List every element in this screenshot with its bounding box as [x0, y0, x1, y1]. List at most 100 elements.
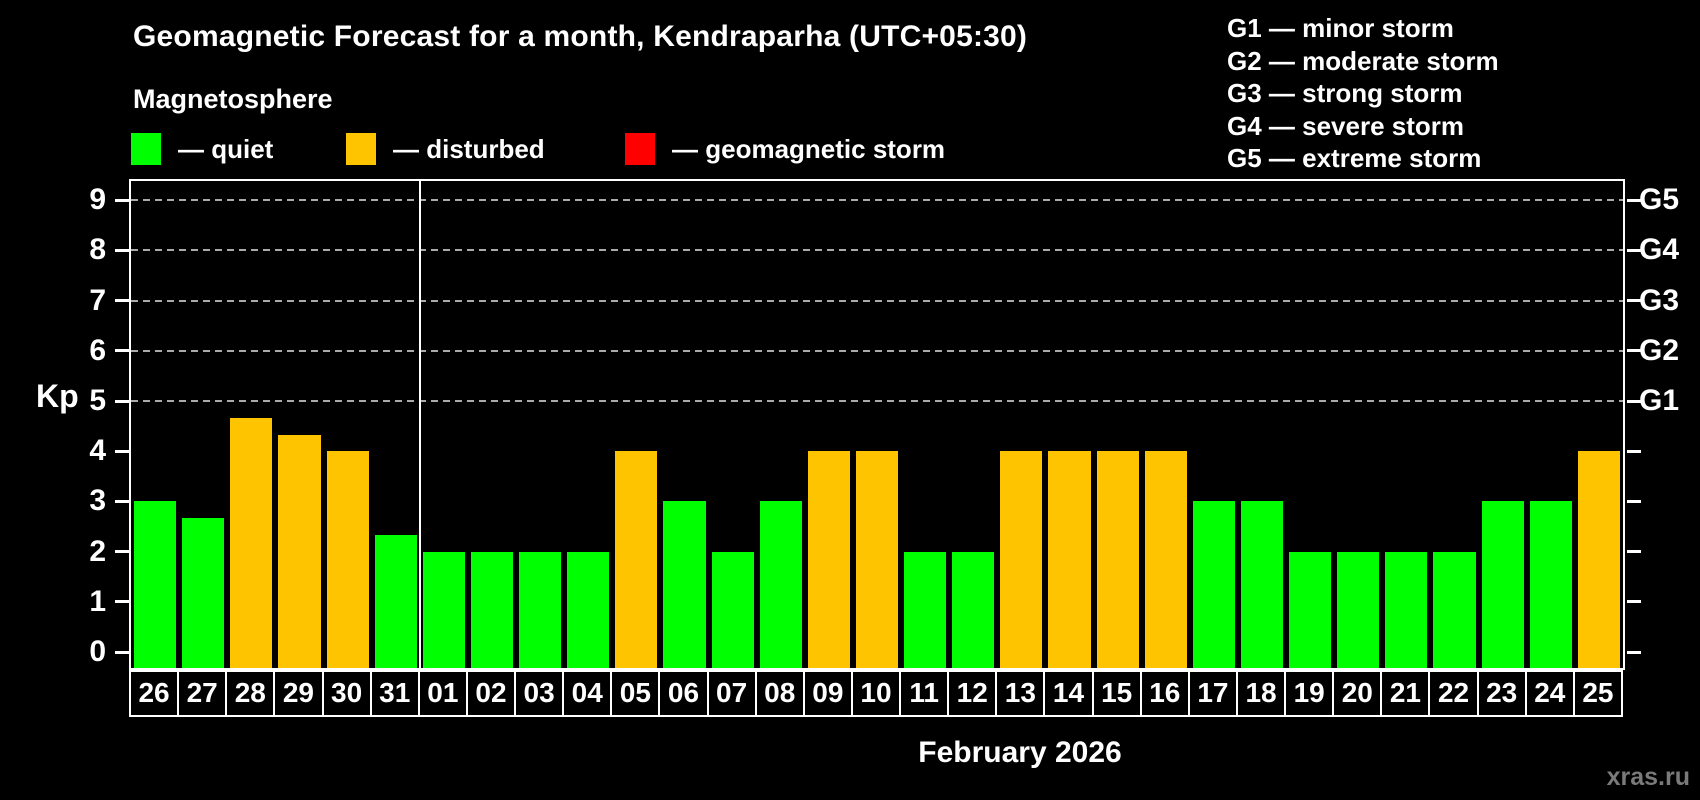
y-tick-right-3	[1627, 499, 1641, 503]
day-label-01: 01	[417, 670, 468, 717]
legend-item-disturbed: — disturbed	[346, 132, 545, 166]
storm-label: — geomagnetic storm	[672, 133, 946, 164]
kp-bar-09	[807, 451, 850, 668]
day-label-30: 30	[321, 670, 372, 717]
day-label-26: 26	[129, 670, 180, 717]
g2-legend-line: G2 — moderate storm	[1227, 45, 1499, 76]
g-scale-label-g1: G1	[1639, 384, 1680, 417]
y-tick-label-2: 2	[89, 534, 106, 568]
x-axis-title: February 2026	[918, 736, 1122, 769]
day-label-27: 27	[177, 670, 228, 717]
legend-item-storm: — geomagnetic storm	[625, 132, 945, 166]
kp-bar-23	[1481, 501, 1524, 668]
y-tick-left-2	[115, 550, 129, 554]
kp-bar-16	[1144, 451, 1187, 668]
day-label-04: 04	[562, 670, 613, 717]
day-label-18: 18	[1235, 670, 1287, 717]
kp-bar-03	[519, 551, 562, 668]
kp-bar-10	[855, 451, 899, 668]
y-tick-left-1	[115, 600, 129, 604]
y-tick-right-6	[1627, 349, 1641, 353]
chart-subtitle: Magnetosphere	[133, 84, 333, 114]
chart-title: Geomagnetic Forecast for a month, Kendra…	[133, 20, 1028, 53]
forecast-divider-line	[418, 181, 421, 668]
kp-bar-14	[1048, 451, 1091, 668]
y-tick-right-0	[1627, 650, 1641, 654]
y-tick-label-5: 5	[89, 384, 106, 417]
plot-area	[115, 179, 1641, 670]
day-label-16: 16	[1139, 670, 1190, 717]
day-label-24: 24	[1524, 670, 1575, 717]
y-tick-left-7	[115, 299, 129, 303]
y-tick-label-7: 7	[89, 283, 106, 317]
kp-bar-01	[422, 551, 465, 668]
kp-bar-17	[1192, 501, 1235, 668]
y-tick-label-3: 3	[89, 484, 106, 518]
gridline-kp-8	[131, 249, 1623, 252]
gridline-kp-9	[131, 199, 1623, 202]
day-label-05: 05	[610, 670, 661, 717]
y-tick-right-9	[1627, 198, 1641, 202]
g-scale-label-g5: G5	[1639, 183, 1680, 217]
day-label-29: 29	[273, 670, 324, 717]
gridline-kp-6	[131, 349, 1623, 352]
day-label-13: 13	[995, 670, 1046, 717]
y-tick-label-9: 9	[89, 183, 106, 217]
kp-bar-26	[134, 501, 177, 668]
kp-bar-06	[663, 501, 706, 668]
quiet-label: — quiet	[178, 133, 274, 164]
day-label-23: 23	[1476, 670, 1527, 717]
kp-bar-28	[230, 417, 273, 668]
kp-bar-05	[615, 451, 658, 668]
day-label-12: 12	[947, 670, 998, 717]
g-scale-label-g3: G3	[1639, 283, 1680, 317]
kp-bar-15	[1096, 451, 1139, 668]
y-tick-right-1	[1627, 600, 1641, 604]
day-label-25: 25	[1572, 670, 1623, 717]
day-label-10: 10	[850, 670, 902, 717]
y-axis-title: Kp	[36, 378, 79, 414]
y-tick-left-4	[115, 449, 129, 453]
y-tick-right-8	[1627, 248, 1641, 252]
gridline-kp-5	[131, 400, 1623, 402]
kp-bar-30	[326, 451, 369, 668]
kp-bar-08	[759, 501, 802, 668]
day-label-31: 31	[369, 670, 420, 717]
x-axis-day-labels: 26 27 28 29 30 31 01 02 03 04 05 06 07 08 09 10 11 12 13 14…	[129, 670, 1629, 719]
kp-bar-07	[711, 551, 754, 668]
kp-bar-29	[278, 434, 321, 668]
y-tick-right-7	[1627, 299, 1641, 303]
gridline-kp-7	[131, 299, 1623, 302]
day-label-20: 20	[1332, 670, 1383, 717]
y-tick-label-8: 8	[89, 233, 106, 267]
kp-bar-18	[1240, 501, 1284, 668]
kp-bar-20	[1337, 551, 1380, 668]
y-tick-right-2	[1627, 550, 1641, 554]
g-scale-label-g4: G4	[1639, 233, 1680, 267]
y-tick-left-0	[115, 650, 129, 654]
kp-bar-22	[1433, 551, 1476, 668]
day-label-14: 14	[1043, 670, 1094, 717]
g-scale-label-g2: G2	[1639, 333, 1680, 367]
kp-bar-27	[182, 517, 225, 668]
disturbed-label: — disturbed	[393, 133, 545, 164]
g3-legend-line: G3 — strong storm	[1227, 78, 1463, 108]
g-scale-legend: G1 — minor storm G2 — moderate storm G3 …	[1227, 12, 1499, 175]
kp-bar-11	[904, 551, 947, 668]
y-tick-left-5	[115, 399, 129, 403]
y-tick-left-6	[115, 349, 129, 353]
kp-bar-02	[470, 551, 514, 668]
kp-bar-25	[1577, 451, 1620, 668]
day-label-17: 17	[1187, 670, 1238, 717]
day-label-21: 21	[1380, 670, 1431, 717]
kp-bar-24	[1529, 501, 1572, 668]
day-label-06: 06	[658, 670, 709, 717]
y-tick-label-1: 1	[89, 584, 106, 618]
day-label-28: 28	[225, 670, 276, 717]
day-label-03: 03	[514, 670, 565, 717]
y-tick-left-8	[115, 248, 129, 252]
kp-bar-04	[567, 551, 610, 668]
g5-legend-line: G5 — extreme storm	[1227, 143, 1482, 173]
y-tick-label-6: 6	[89, 333, 106, 367]
